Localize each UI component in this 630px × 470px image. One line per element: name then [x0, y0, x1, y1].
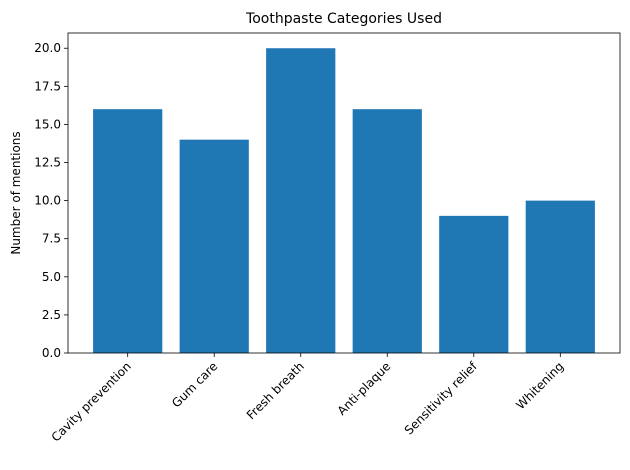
x-tick-label: Anti-plaque [335, 359, 394, 418]
bar [439, 215, 509, 353]
y-tick-label: 7.5 [42, 232, 61, 246]
bar [525, 200, 595, 353]
plot-frame [67, 32, 621, 354]
y-tick-label: 15.0 [34, 117, 61, 131]
x-tick-label: Sensitivity relief [402, 359, 481, 438]
y-tick-label: 17.5 [34, 79, 61, 93]
y-tick-label: 2.5 [42, 308, 61, 322]
y-tick-label: 20.0 [34, 41, 61, 55]
y-axis-label: Number of mentions [9, 131, 23, 254]
x-tick-label: Gum care [169, 359, 220, 410]
y-tick-label: 5.0 [42, 270, 61, 284]
y-tick-label: 0.0 [42, 346, 61, 360]
bar [179, 139, 249, 353]
x-tick-label: Whitening [513, 359, 566, 412]
x-tick-label: Fresh breath [244, 359, 307, 422]
bar [266, 48, 336, 353]
y-tick-label: 12.5 [34, 156, 61, 170]
bar [352, 109, 422, 353]
bar [93, 109, 163, 353]
y-tick-label: 10.0 [34, 194, 61, 208]
x-tick-label: Cavity prevention [49, 359, 134, 444]
chart-title: Toothpaste Categories Used [245, 11, 442, 27]
